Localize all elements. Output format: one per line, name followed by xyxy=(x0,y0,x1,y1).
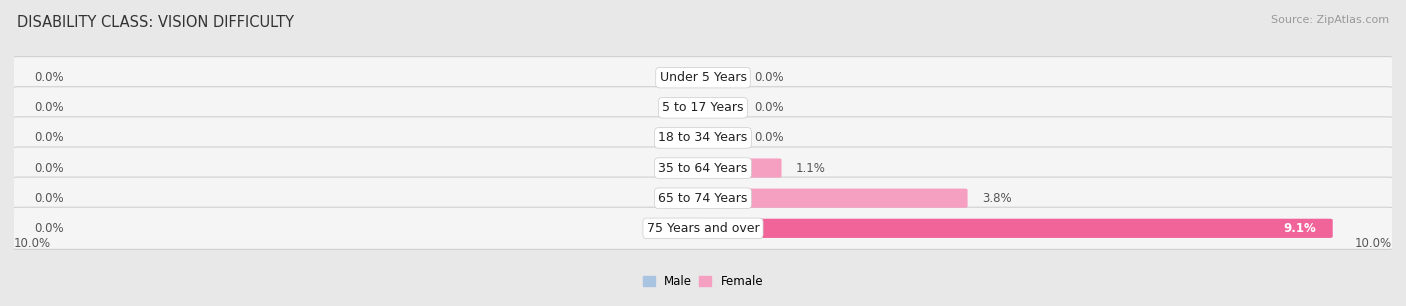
Text: Under 5 Years: Under 5 Years xyxy=(659,71,747,84)
FancyBboxPatch shape xyxy=(13,87,1393,129)
Text: 0.0%: 0.0% xyxy=(35,101,65,114)
Text: 0.0%: 0.0% xyxy=(755,71,785,84)
Text: 18 to 34 Years: 18 to 34 Years xyxy=(658,132,748,144)
FancyBboxPatch shape xyxy=(13,117,1393,159)
Text: 0.0%: 0.0% xyxy=(35,132,65,144)
Text: 1.1%: 1.1% xyxy=(796,162,825,174)
Text: 0.0%: 0.0% xyxy=(755,101,785,114)
Text: 9.1%: 9.1% xyxy=(1284,222,1316,235)
Text: 0.0%: 0.0% xyxy=(35,71,65,84)
FancyBboxPatch shape xyxy=(666,68,706,87)
FancyBboxPatch shape xyxy=(700,159,782,178)
FancyBboxPatch shape xyxy=(666,219,706,238)
Text: 0.0%: 0.0% xyxy=(35,222,65,235)
FancyBboxPatch shape xyxy=(666,98,706,118)
Text: 10.0%: 10.0% xyxy=(14,237,51,250)
Text: 0.0%: 0.0% xyxy=(35,192,65,205)
Text: Source: ZipAtlas.com: Source: ZipAtlas.com xyxy=(1271,15,1389,25)
FancyBboxPatch shape xyxy=(13,207,1393,249)
Text: 75 Years and over: 75 Years and over xyxy=(647,222,759,235)
Text: 10.0%: 10.0% xyxy=(1355,237,1392,250)
FancyBboxPatch shape xyxy=(13,147,1393,189)
Text: DISABILITY CLASS: VISION DIFFICULTY: DISABILITY CLASS: VISION DIFFICULTY xyxy=(17,15,294,30)
FancyBboxPatch shape xyxy=(666,159,706,178)
Text: 3.8%: 3.8% xyxy=(981,192,1012,205)
Text: 0.0%: 0.0% xyxy=(755,132,785,144)
Text: 0.0%: 0.0% xyxy=(35,162,65,174)
FancyBboxPatch shape xyxy=(13,57,1393,99)
FancyBboxPatch shape xyxy=(700,219,1333,238)
Legend: Male, Female: Male, Female xyxy=(643,275,763,288)
FancyBboxPatch shape xyxy=(666,128,706,147)
Text: 65 to 74 Years: 65 to 74 Years xyxy=(658,192,748,205)
FancyBboxPatch shape xyxy=(13,177,1393,219)
Text: 35 to 64 Years: 35 to 64 Years xyxy=(658,162,748,174)
FancyBboxPatch shape xyxy=(700,128,740,147)
Text: 5 to 17 Years: 5 to 17 Years xyxy=(662,101,744,114)
FancyBboxPatch shape xyxy=(700,98,740,118)
FancyBboxPatch shape xyxy=(666,188,706,208)
FancyBboxPatch shape xyxy=(700,68,740,87)
FancyBboxPatch shape xyxy=(700,188,967,208)
